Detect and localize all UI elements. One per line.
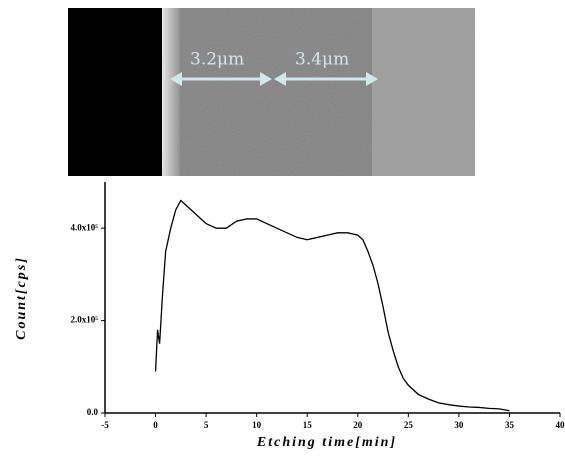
width-label: 3.4μm xyxy=(295,50,349,70)
data-line xyxy=(154,199,510,412)
y-tick-label: 4.0x10⁵ xyxy=(71,222,99,232)
x-tick-label: 20 xyxy=(353,420,363,430)
x-axis-title: Etching time[min] xyxy=(256,435,397,450)
y-axis-title: Count[cps] xyxy=(14,256,29,340)
x-tick-label: 25 xyxy=(404,420,414,430)
x-tick-label: 30 xyxy=(454,420,464,430)
sem-image: 3.2μm 3.4μm xyxy=(68,8,475,176)
x-tick-label: 40 xyxy=(556,420,565,430)
x-tick-label: 15 xyxy=(303,420,313,430)
x-tick-label: -5 xyxy=(101,420,109,430)
width-label: 3.2μm xyxy=(190,50,244,70)
x-tick-label: 0 xyxy=(153,420,158,430)
y-tick-label: 2.0x10⁵ xyxy=(71,315,99,325)
x-tick-label: 10 xyxy=(252,420,262,430)
x-tick-label: 5 xyxy=(204,420,209,430)
x-tick-label: 35 xyxy=(505,420,515,430)
y-tick-label: 0.0 xyxy=(87,407,99,417)
